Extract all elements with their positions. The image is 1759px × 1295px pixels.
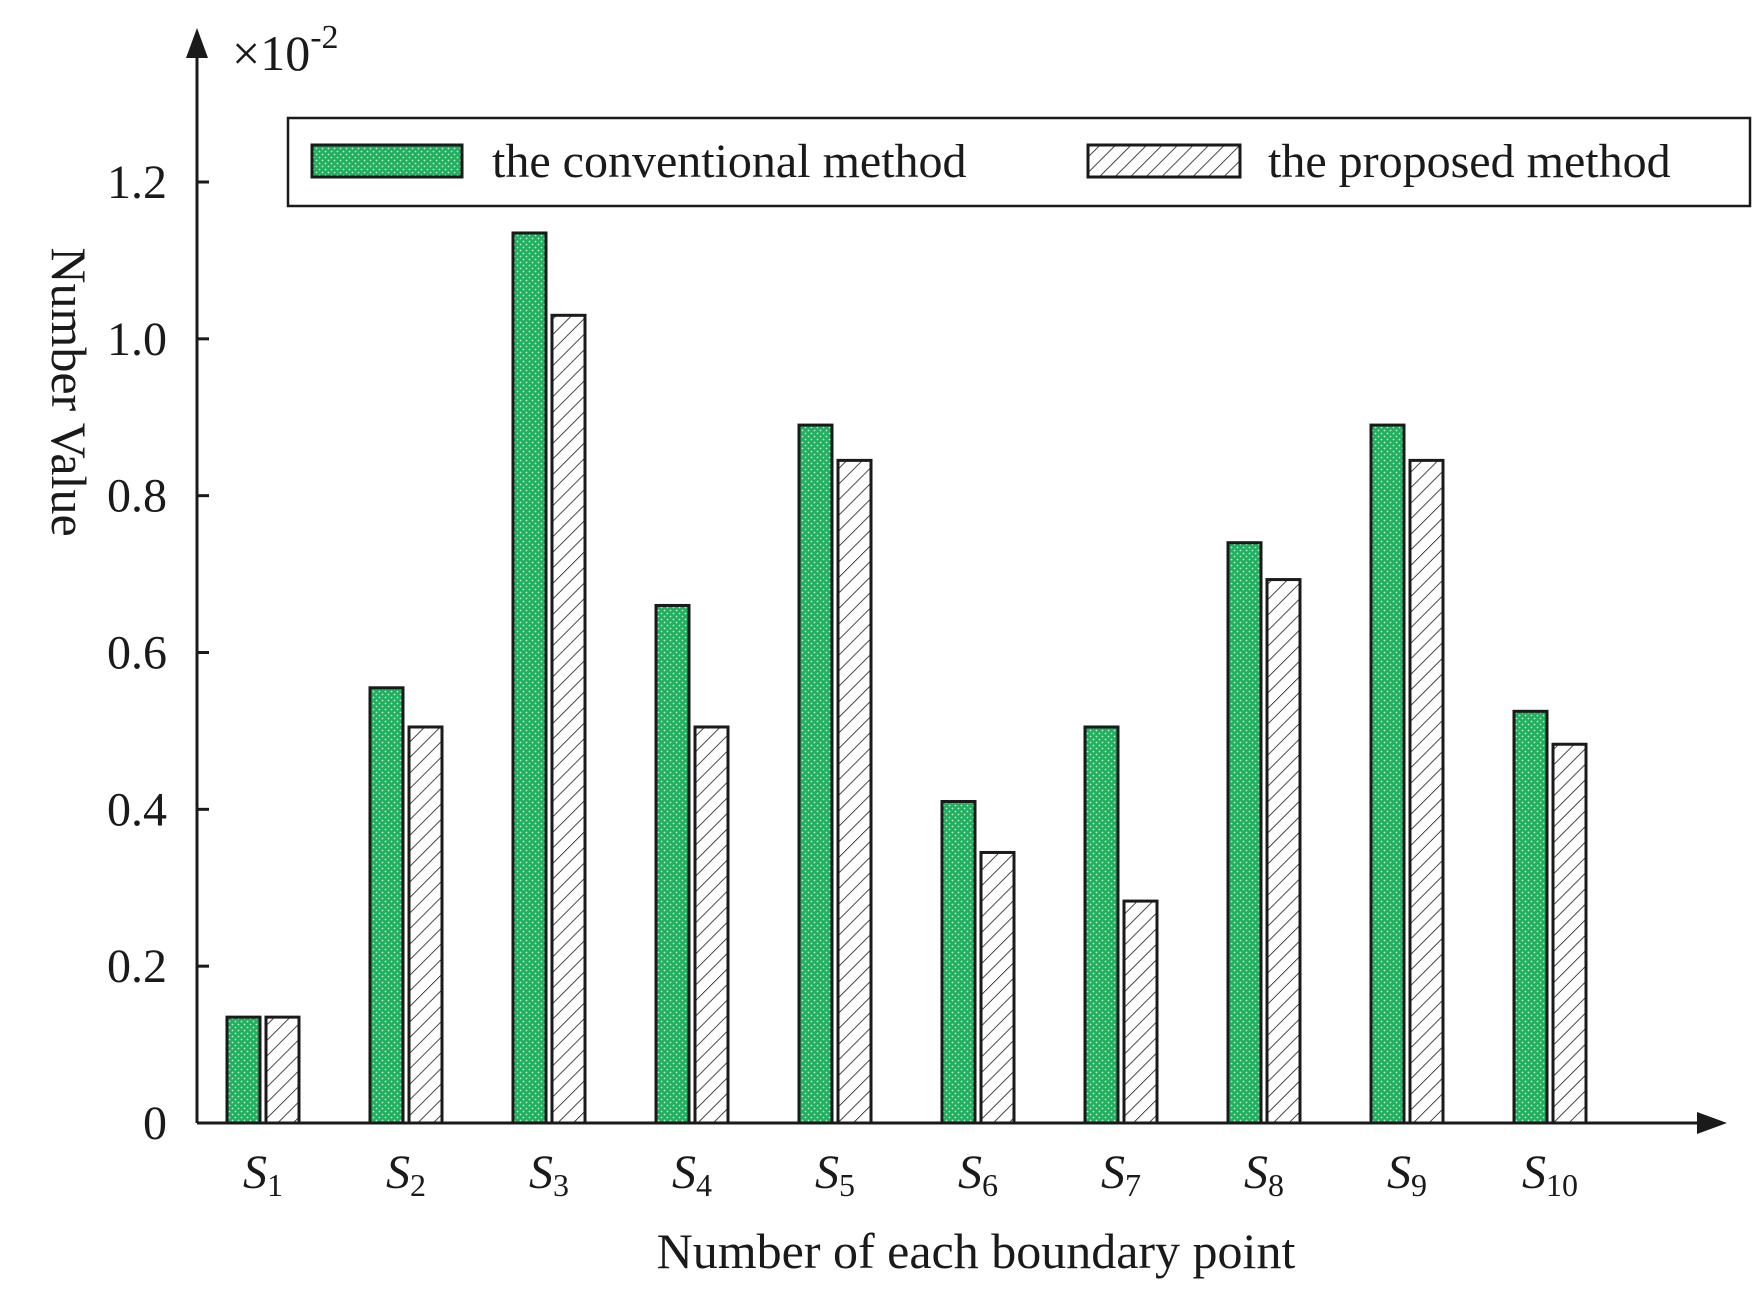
bar-proposed-s5 (836, 458, 873, 1125)
x-tick-label-s9: S9 (1387, 1146, 1427, 1203)
bar-proposed-s4 (693, 725, 730, 1125)
x-axis-category-labels: S1 S2 S3 S4 S5 S6 S7 S8 S9 S10 (243, 1146, 1578, 1203)
y-multiplier-exponent: -2 (310, 19, 338, 56)
bar-conventional-s6 (940, 799, 977, 1125)
y-axis-title: Number Value (41, 247, 97, 536)
y-tick-label: 0.4 (107, 783, 167, 836)
x-axis-title: Number of each boundary point (657, 1223, 1296, 1279)
bar-proposed-s1 (264, 1015, 301, 1125)
legend-label-proposed: the proposed method (1268, 135, 1671, 188)
x-tick-label-s4: S4 (672, 1146, 712, 1203)
x-tick-label-s2: S2 (386, 1146, 426, 1203)
bar-conventional-s2 (368, 686, 405, 1125)
legend-label-conventional: the conventional method (492, 135, 967, 188)
bar-proposed-s9 (1408, 458, 1445, 1125)
bar-conventional-s3 (511, 231, 548, 1125)
y-tick-label: 1.0 (107, 313, 167, 366)
y-axis-ticks: 0 0.2 0.4 0.6 0.8 1.0 1.2 (107, 156, 209, 1150)
x-tick-label-s7: S7 (1101, 1146, 1141, 1203)
bar-conventional-s7 (1083, 725, 1120, 1125)
y-tick-label: 1.2 (107, 156, 167, 209)
bar-proposed-s7 (1122, 899, 1159, 1125)
bar-conventional-s4 (654, 603, 691, 1125)
bars-group (225, 231, 1588, 1125)
x-tick-label-s6: S6 (958, 1146, 998, 1203)
bar-proposed-s6 (979, 850, 1016, 1125)
legend: the conventional method the proposed met… (286, 116, 1752, 208)
bar-conventional-s8 (1226, 541, 1263, 1125)
bar-proposed-s8 (1265, 578, 1302, 1125)
y-tick-label: 0.6 (107, 627, 167, 680)
y-tick-label: 0.2 (107, 940, 167, 993)
y-axis-arrow (186, 28, 208, 58)
bar-proposed-s2 (407, 725, 444, 1125)
bar-conventional-s9 (1369, 423, 1406, 1125)
x-tick-label-s8: S8 (1244, 1146, 1284, 1203)
x-tick-label-s1: S1 (243, 1146, 283, 1203)
bar-conventional-s5 (797, 423, 834, 1125)
legend-box (286, 116, 1752, 208)
legend-swatch-proposed (1086, 143, 1242, 179)
bar-proposed-s10 (1551, 742, 1588, 1125)
x-tick-label-s5: S5 (815, 1146, 855, 1203)
y-tick-label: 0 (143, 1097, 167, 1150)
bar-conventional-s1 (225, 1015, 262, 1125)
bar-proposed-s3 (550, 313, 587, 1125)
y-multiplier-label: ×10-2 (232, 19, 339, 81)
y-tick-label: 0.8 (107, 470, 167, 523)
legend-swatch-conventional (310, 143, 464, 179)
bar-conventional-s10 (1512, 709, 1549, 1125)
x-tick-label-s3: S3 (529, 1146, 569, 1203)
x-tick-label-s10: S10 (1522, 1146, 1578, 1203)
x-axis-arrow (1697, 1112, 1727, 1134)
